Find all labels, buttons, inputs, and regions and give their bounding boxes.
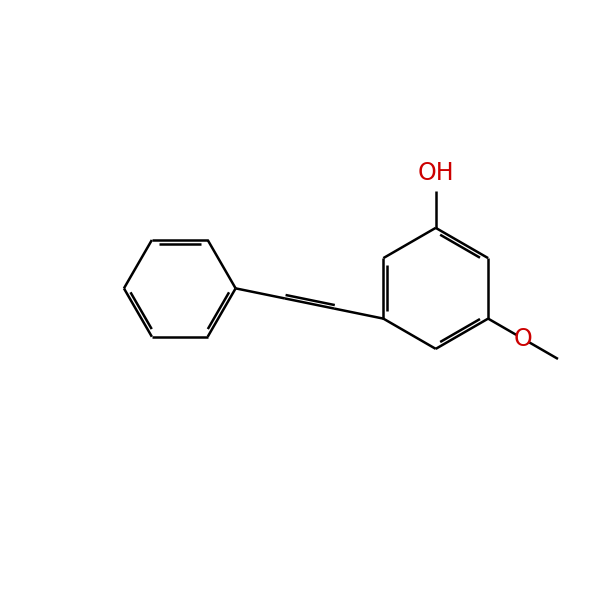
Text: OH: OH [418,161,454,185]
Text: O: O [514,327,532,351]
